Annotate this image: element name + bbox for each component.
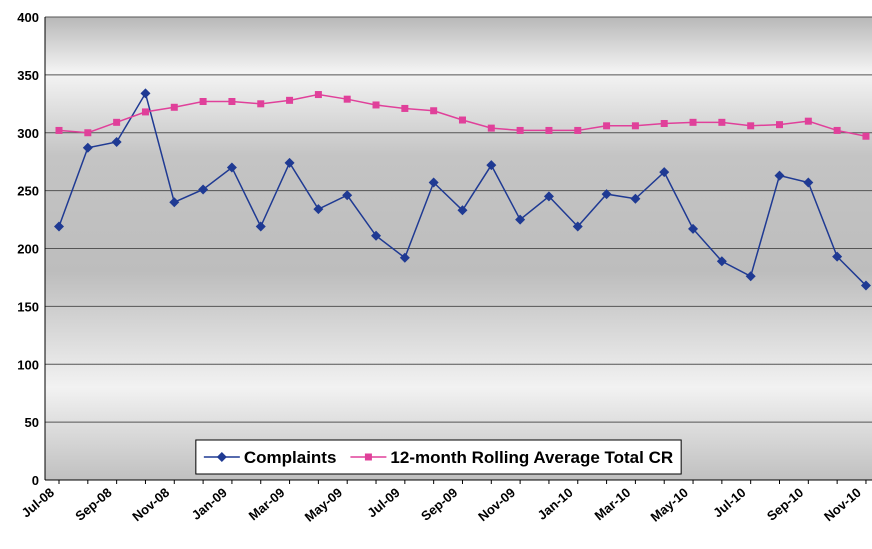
marker [257, 100, 265, 108]
marker [747, 122, 755, 130]
marker [832, 251, 843, 262]
marker [543, 191, 554, 202]
y-tick-label: 300 [17, 126, 39, 141]
y-tick-label: 100 [17, 357, 39, 372]
marker [745, 271, 756, 282]
legend-item: 12-month Rolling Average Total CR [350, 448, 673, 467]
marker [689, 118, 697, 126]
marker [631, 122, 639, 130]
marker [284, 157, 295, 168]
x-tick-label: Mar-10 [592, 485, 634, 523]
x-tick-label: Sep-08 [72, 485, 114, 524]
marker [572, 221, 583, 232]
x-tick-label: May-10 [648, 485, 691, 525]
x-tick-label: Sep-10 [764, 485, 806, 524]
x-tick-label: Jul-10 [710, 485, 748, 521]
marker [226, 162, 237, 173]
marker [774, 170, 785, 181]
legend: Complaints 12-month Rolling Average Total… [195, 439, 682, 475]
y-tick-label: 250 [17, 184, 39, 199]
marker [55, 126, 63, 134]
marker [457, 205, 468, 216]
marker [170, 103, 178, 111]
x-tick-label: Mar-09 [246, 485, 288, 523]
marker [487, 124, 495, 132]
marker [574, 126, 582, 134]
marker [516, 126, 524, 134]
y-tick-label: 50 [25, 415, 39, 430]
marker [486, 160, 497, 171]
marker [430, 107, 438, 115]
marker [169, 197, 180, 208]
marker [603, 122, 611, 130]
marker [776, 121, 783, 129]
marker [428, 177, 439, 188]
legend-marker [364, 453, 372, 461]
marker [372, 101, 380, 109]
marker [833, 126, 841, 134]
marker [515, 214, 526, 225]
marker [803, 177, 814, 188]
marker [371, 230, 382, 241]
x-tick-label: Nov-09 [475, 485, 518, 524]
x-tick-label: Jan-09 [189, 485, 230, 523]
marker [545, 126, 553, 134]
legend-label: Complaints [244, 448, 337, 467]
marker [399, 252, 410, 263]
marker [84, 129, 92, 137]
marker [198, 184, 209, 195]
marker [141, 108, 149, 116]
marker [140, 88, 151, 99]
marker [314, 91, 322, 99]
legend-box [195, 439, 682, 475]
x-tick-label: May-09 [302, 485, 345, 525]
marker [601, 189, 612, 200]
x-tick-label: Sep-09 [418, 485, 460, 524]
marker [113, 118, 121, 126]
marker [401, 104, 409, 112]
x-tick-label: Nov-10 [821, 485, 864, 524]
legend-label: 12-month Rolling Average Total CR [390, 448, 673, 467]
marker [199, 97, 207, 105]
x-tick-label: Nov-08 [129, 485, 172, 524]
marker [313, 204, 324, 215]
marker [716, 256, 727, 267]
marker [255, 221, 266, 232]
marker [660, 119, 668, 127]
marker [286, 96, 294, 104]
y-tick-label: 0 [32, 473, 39, 488]
x-tick-label: Jul-08 [19, 485, 57, 521]
marker [458, 116, 466, 124]
marker [630, 193, 641, 204]
marker [688, 223, 699, 234]
legend-marker [216, 452, 227, 462]
marker [343, 95, 351, 103]
x-tick-label: Jul-09 [364, 485, 402, 521]
marker [860, 280, 871, 291]
marker [228, 97, 236, 105]
y-tick-label: 150 [17, 299, 39, 314]
y-tick-label: 200 [17, 242, 39, 257]
marker [659, 167, 670, 178]
marker [804, 117, 812, 125]
y-tick-label: 400 [17, 10, 39, 25]
marker [342, 190, 353, 201]
x-tick-label: Jan-10 [534, 485, 575, 523]
y-tick-label: 350 [17, 68, 39, 83]
legend-item: Complaints [203, 448, 337, 467]
marker [862, 132, 870, 140]
marker [718, 118, 726, 126]
marker [82, 142, 93, 153]
marker [111, 137, 122, 148]
marker [54, 221, 64, 232]
